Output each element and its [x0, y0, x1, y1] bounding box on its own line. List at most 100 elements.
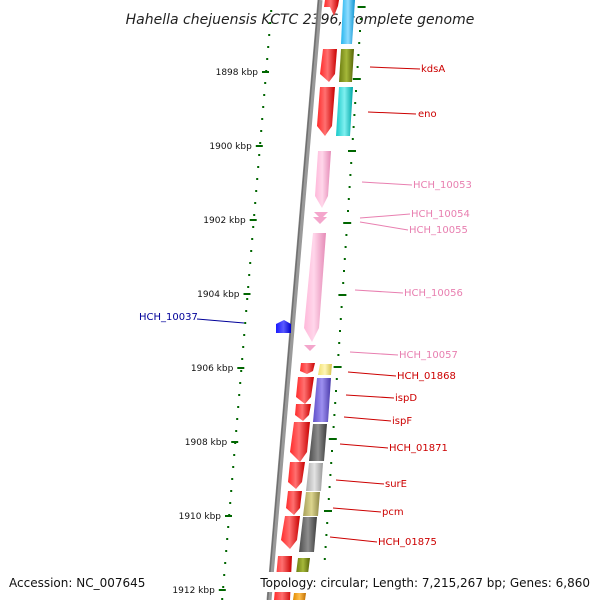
ruler-minor-tick — [222, 586, 225, 588]
gene-label-HCH_10037[interactable]: HCH_10037 — [139, 312, 198, 323]
ruler-minor-tick — [227, 526, 230, 528]
outer-tick — [328, 486, 331, 488]
func-purple-ispD[interactable] — [313, 378, 331, 422]
ruler-minor-tick — [261, 118, 264, 120]
ruler-minor-tick — [251, 238, 254, 240]
func-dark-01875[interactable] — [299, 517, 317, 552]
ruler-minor-tick — [240, 370, 243, 372]
ruler-minor-tick — [241, 358, 244, 360]
ruler-label: 1910 kbp — [179, 512, 222, 522]
outer-tick — [333, 414, 336, 416]
ruler-major-tick — [249, 219, 257, 221]
ruler-minor-tick — [266, 58, 269, 60]
ruler-minor-tick — [269, 22, 272, 24]
gene-label-HCH_01868[interactable]: HCH_01868 — [397, 371, 456, 382]
func-cyan-eno[interactable] — [336, 87, 353, 136]
cds-block-1[interactable] — [324, 0, 339, 16]
outer-tick — [323, 558, 326, 560]
cds-block-kdsA[interactable] — [320, 49, 337, 82]
outer-tick — [351, 138, 354, 140]
outer-tick — [335, 390, 337, 392]
func-khaki-pcm[interactable] — [303, 492, 320, 516]
feature-HCH_10055[interactable] — [313, 217, 327, 224]
ruler-major-tick — [218, 589, 226, 591]
cds-block-01871[interactable] — [290, 422, 310, 462]
outer-tick — [356, 66, 359, 68]
ruler-minor-tick — [223, 574, 226, 576]
ruler-label: 1902 kbp — [203, 216, 246, 226]
gene-label-HCH_01871[interactable]: HCH_01871 — [389, 443, 448, 454]
outer-tick — [333, 366, 342, 368]
outer-tick — [343, 222, 352, 224]
outer-tick — [331, 450, 333, 452]
func-orange-bottom[interactable] — [293, 593, 306, 600]
gene-label-HCH_10055[interactable]: HCH_10055 — [409, 225, 468, 236]
ruler-minor-tick — [230, 490, 233, 492]
gene-label-kdsA[interactable]: kdsA — [421, 64, 445, 75]
ruler-minor-tick — [235, 430, 238, 432]
outer-tick — [354, 102, 357, 104]
outer-tick — [352, 78, 361, 80]
cds-block-pcm[interactable] — [286, 491, 302, 515]
ruler-label: 1908 kbp — [185, 438, 228, 448]
ruler-minor-tick — [267, 46, 270, 48]
ruler-minor-tick — [244, 322, 247, 324]
cds-block-ispD[interactable] — [296, 377, 314, 404]
feature-HCH_10056[interactable] — [304, 233, 326, 342]
gene-label-HCH_10053[interactable]: HCH_10053 — [413, 180, 472, 191]
feature-HCH_10057[interactable] — [304, 345, 316, 351]
feature-HCH_10053[interactable] — [315, 151, 331, 208]
gene-label-HCH_10057[interactable]: HCH_10057 — [399, 350, 458, 361]
gene-label-surE[interactable]: surE — [385, 479, 407, 490]
ruler-major-tick — [255, 145, 263, 147]
outer-tick — [334, 402, 337, 404]
gene-label-ispF[interactable]: ispF — [392, 416, 412, 427]
ruler-minor-tick — [270, 10, 273, 12]
outer-tick — [330, 462, 333, 464]
gene-label-ispD[interactable]: ispD — [395, 393, 417, 404]
gene-label-HCH_10056[interactable]: HCH_10056 — [404, 288, 463, 299]
func-dark-01871[interactable] — [309, 424, 327, 461]
outer-tick — [357, 54, 360, 56]
footer-right-bg — [256, 572, 600, 592]
function-track — [293, 0, 355, 600]
func-olive-kdsA[interactable] — [339, 49, 354, 82]
gene-label-HCH_01875[interactable]: HCH_01875 — [378, 537, 437, 548]
feature-HCH_10037-marker[interactable] — [276, 320, 291, 333]
gene-label-pcm[interactable]: pcm — [382, 507, 404, 518]
outer-tick — [339, 330, 341, 332]
ruler-minor-tick — [238, 394, 241, 396]
gene-label-HCH_10054[interactable]: HCH_10054 — [411, 209, 470, 220]
func-sky[interactable] — [341, 0, 355, 44]
ruler-minor-tick — [237, 406, 240, 408]
func-light-surE[interactable] — [306, 463, 323, 491]
func-olive-bottom[interactable] — [296, 558, 310, 574]
cds-block-ispF[interactable] — [295, 404, 311, 421]
cds-block-eno[interactable] — [317, 87, 335, 136]
ruler-minor-tick — [221, 598, 224, 600]
cds-block-01875[interactable] — [281, 516, 300, 549]
ruler-minor-tick — [263, 94, 266, 96]
outer-tick — [339, 318, 342, 320]
misc-feature-track — [304, 151, 331, 351]
outer-tick — [349, 174, 352, 176]
ruler-major-tick — [225, 515, 232, 517]
ruler-major-tick — [231, 441, 239, 443]
gene-label-eno[interactable]: eno — [418, 109, 437, 120]
ruler-minor-tick — [225, 550, 228, 552]
outer-tick — [343, 270, 345, 272]
outer-tick — [345, 234, 348, 236]
ruler-minor-tick — [258, 154, 261, 156]
func-yellow-01868[interactable] — [318, 364, 332, 375]
outer-tick — [347, 210, 349, 212]
outer-tick — [358, 42, 361, 44]
ruler-tick-ring — [218, 10, 273, 600]
cds-block-surE[interactable] — [288, 462, 305, 489]
cds-block-01868[interactable] — [300, 363, 315, 374]
feature-HCH_10054[interactable] — [314, 212, 328, 219]
ruler-major-tick — [262, 71, 269, 73]
ruler-minor-tick — [233, 454, 236, 456]
outer-tick — [332, 426, 335, 428]
